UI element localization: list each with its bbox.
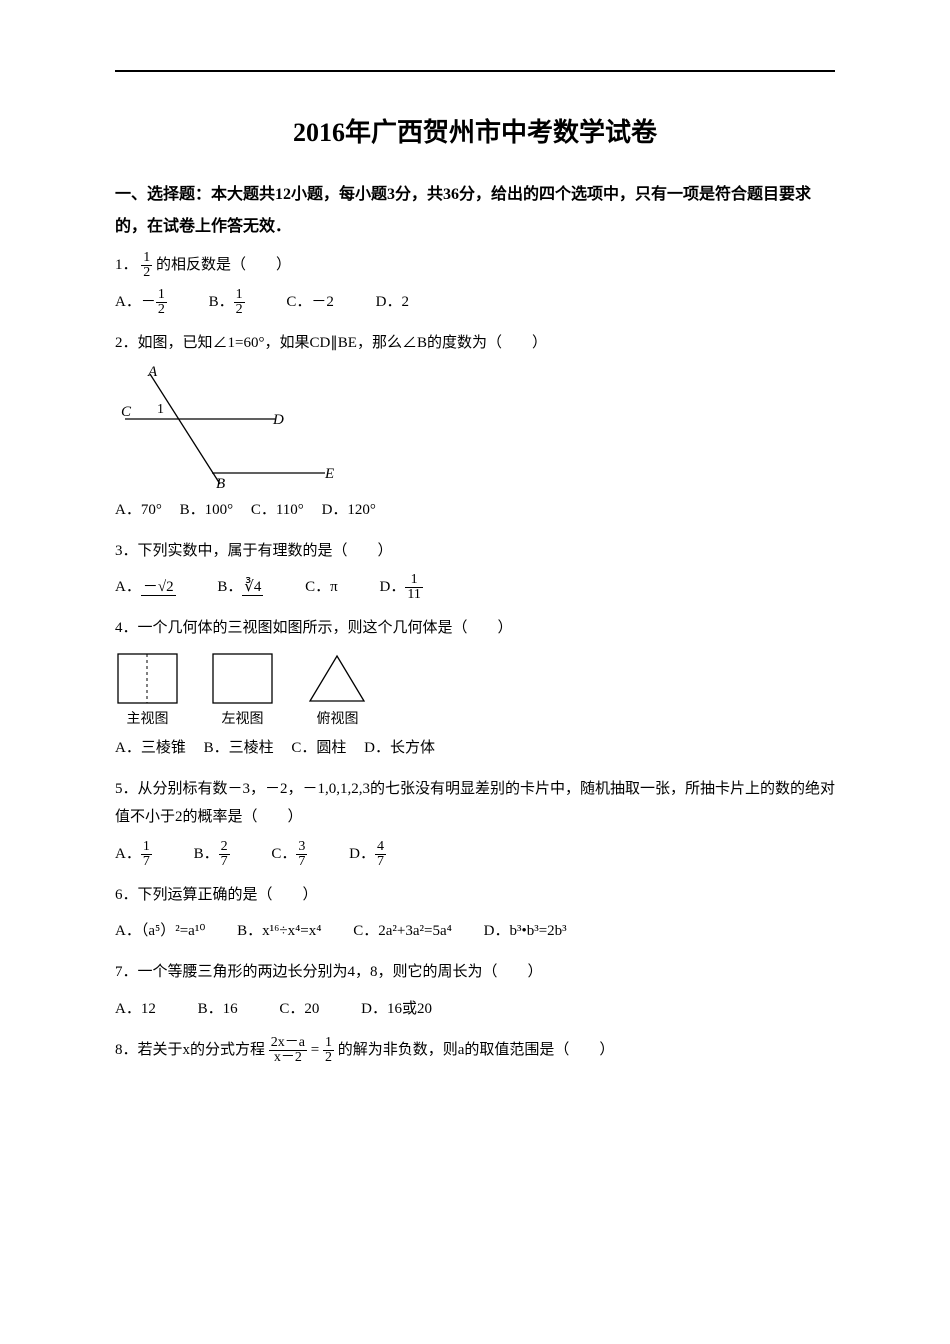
label-B: B <box>216 476 225 492</box>
q4-options: A．三棱锥 B．三棱柱 C．圆柱 D．长方体 <box>115 732 835 765</box>
q1-prefix: 1． <box>115 257 138 273</box>
question-4: 4．一个几何体的三视图如图所示，则这个几何体是（ ） <box>115 614 835 643</box>
main-view: 主视图 <box>115 651 180 728</box>
q8-suffix: 的解为非负数，则a的取值范围是（ ） <box>338 1042 615 1058</box>
q3-options: A．－√2 B．∛4 C．π D．111 <box>115 571 835 604</box>
q7-opt-a: A．12 <box>115 993 156 1026</box>
q1-opt-d: D．2 <box>376 286 409 319</box>
q7-opt-b: B．16 <box>198 993 238 1026</box>
q4-opt-c: C．圆柱 <box>291 732 346 765</box>
q1-suffix: 的相反数是（ ） <box>156 257 291 273</box>
q8-rhs: 12 <box>323 1036 334 1065</box>
q6-opt-a: A．（a⁵）²=a¹⁰ <box>115 915 205 948</box>
question-2: 2．如图，已知∠1=60°，如果CD∥BE，那么∠B的度数为（ ） <box>115 329 835 358</box>
q7-opt-c: C．20 <box>279 993 319 1026</box>
label-A: A <box>147 364 158 380</box>
q1-options: A．－12 B．12 C．－2 D．2 <box>115 286 835 319</box>
q2-opt-d: D．120° <box>322 494 376 527</box>
question-3: 3．下列实数中，属于有理数的是（ ） <box>115 537 835 566</box>
q5-opt-a: A．17 <box>115 838 152 871</box>
q2-opt-c: C．110° <box>251 494 304 527</box>
q3-opt-b: B．∛4 <box>217 571 263 604</box>
left-view: 左视图 <box>210 651 275 728</box>
page-title: 2016年广西贺州市中考数学试卷 <box>115 112 835 149</box>
label-1: 1 <box>157 402 164 417</box>
label-D: D <box>272 412 284 428</box>
q5-opt-b: B．27 <box>194 838 230 871</box>
question-8: 8．若关于x的分式方程 2x－ax－2 = 12 的解为非负数，则a的取值范围是… <box>115 1036 835 1065</box>
q6-opt-d: D．b³•b³=2b³ <box>484 915 567 948</box>
q3-opt-a: A．－√2 <box>115 571 176 604</box>
q2-figure: A C D B E 1 <box>115 364 335 494</box>
q2-opt-b: B．100° <box>180 494 234 527</box>
exam-page: 2016年广西贺州市中考数学试卷 一、选择题：本大题共12小题，每小题3分，共3… <box>0 0 950 1344</box>
q1-opt-c: C．－2 <box>286 286 334 319</box>
label-E: E <box>324 466 334 482</box>
top-view: 俯视图 <box>305 651 370 728</box>
q5-opt-d: D．47 <box>349 838 386 871</box>
q4-opt-b: B．三棱柱 <box>204 732 274 765</box>
question-5: 5．从分别标有数－3，－2，－1,0,1,2,3的七张没有明显差别的卡片中，随机… <box>115 775 835 832</box>
q7-options: A．12 B．16 C．20 D．16或20 <box>115 993 835 1026</box>
label-C: C <box>121 404 132 420</box>
q2-opt-a: A．70° <box>115 494 162 527</box>
q8-prefix: 8．若关于x的分式方程 <box>115 1042 265 1058</box>
q7-opt-d: D．16或20 <box>361 993 432 1026</box>
q5-opt-c: C．37 <box>271 838 307 871</box>
top-rule <box>115 70 835 72</box>
section-heading: 一、选择题：本大题共12小题，每小题3分，共36分，给出的四个选项中，只有一项是… <box>115 179 835 243</box>
q3-opt-c: C．π <box>305 571 338 604</box>
question-7: 7．一个等腰三角形的两边长分别为4，8，则它的周长为（ ） <box>115 958 835 987</box>
q8-lhs: 2x－ax－2 <box>269 1036 307 1065</box>
q4-opt-d: D．长方体 <box>364 732 435 765</box>
q4-views: 主视图 左视图 俯视图 <box>115 651 835 728</box>
question-1: 1． 1 2 的相反数是（ ） <box>115 251 835 280</box>
q6-opt-b: B．x¹⁶÷x⁴=x⁴ <box>237 915 321 948</box>
q1-opt-a: A．－12 <box>115 286 167 319</box>
q1-frac: 1 2 <box>141 251 152 280</box>
q5-options: A．17 B．27 C．37 D．47 <box>115 838 835 871</box>
q3-opt-d: D．111 <box>380 571 423 604</box>
q1-opt-b: B．12 <box>209 286 245 319</box>
q6-options: A．（a⁵）²=a¹⁰ B．x¹⁶÷x⁴=x⁴ C．2a²+3a²=5a⁴ D．… <box>115 915 835 948</box>
q4-opt-a: A．三棱锥 <box>115 732 186 765</box>
q6-opt-c: C．2a²+3a²=5a⁴ <box>353 915 452 948</box>
q2-options: A．70° B．100° C．110° D．120° <box>115 494 835 527</box>
question-6: 6．下列运算正确的是（ ） <box>115 881 835 910</box>
